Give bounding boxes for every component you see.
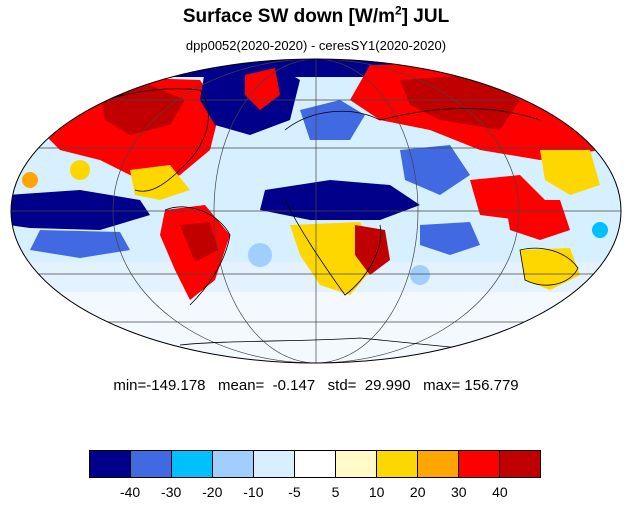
africa-red <box>355 225 390 275</box>
field-spot <box>70 160 90 180</box>
colorbar-tick-label: 5 <box>331 484 340 500</box>
australia-yellow <box>520 248 580 290</box>
pacific-itcz-blue <box>11 190 150 230</box>
colorbar-segment <box>254 451 295 477</box>
colorbar-tick-label: 40 <box>492 484 508 500</box>
sahara-blue <box>260 180 420 220</box>
indian-ocean-blue <box>420 222 480 255</box>
field-spot <box>410 265 430 285</box>
colorbar-segment <box>90 451 131 477</box>
colorbar-segment <box>295 451 336 477</box>
greenland-red <box>245 68 280 110</box>
map-subtitle: dpp0052(2020-2020) - ceresSY1(2020-2020) <box>185 38 447 53</box>
colorbar-segment <box>500 451 540 477</box>
maritime-red <box>505 200 570 240</box>
pacific-blue-2 <box>30 230 130 258</box>
south-america-darkred <box>180 222 218 262</box>
colorbar-segment <box>213 451 254 477</box>
field-spot <box>592 222 608 238</box>
colorbar-segment <box>172 451 213 477</box>
colorbar-tick-label: 20 <box>409 484 426 500</box>
statistics-line: min=-149.178 mean= -0.147 std= 29.990 ma… <box>113 377 519 394</box>
colorbar-tick-label: 30 <box>451 484 467 500</box>
field-spot <box>248 243 272 267</box>
colorbar-tick-label: 10 <box>368 484 385 500</box>
colorbar-tick-label: -10 <box>243 484 264 500</box>
north-america-darkred <box>100 85 185 135</box>
graticule <box>11 59 621 363</box>
colorbar-tick-label: -5 <box>288 484 301 500</box>
eurasia-darkred <box>400 75 520 130</box>
colorbar-tick-label: -20 <box>202 484 223 500</box>
east-asia-yellow <box>540 150 600 195</box>
colorbar <box>89 450 541 478</box>
globe-outline <box>10 58 622 364</box>
arabia-blue <box>400 145 470 195</box>
colorbar-labels: -40 -30 -20 -10 -5 5 10 20 30 40 <box>0 484 632 502</box>
colorbar-segment <box>131 451 172 477</box>
field-spot <box>22 172 38 188</box>
colorbar-segment <box>336 451 377 477</box>
map-title: Surface SW down [W/m2] JUL <box>182 3 450 27</box>
colorbar-segment <box>377 451 418 477</box>
colorbar-tick-label: -40 <box>119 484 141 500</box>
mollweide-difference-map <box>10 58 622 364</box>
colorbar-segment <box>459 451 500 477</box>
colorbar-segment <box>418 451 459 477</box>
colorbar-tick-label: -30 <box>161 484 182 500</box>
